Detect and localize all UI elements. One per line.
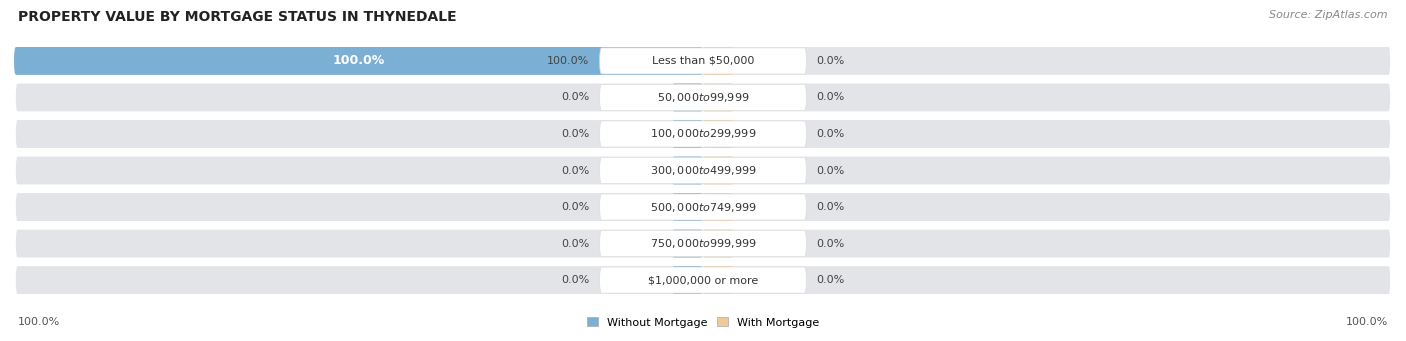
FancyBboxPatch shape	[14, 118, 1392, 150]
FancyBboxPatch shape	[599, 85, 807, 110]
FancyBboxPatch shape	[703, 47, 734, 75]
Text: 0.0%: 0.0%	[817, 239, 845, 249]
Legend: Without Mortgage, With Mortgage: Without Mortgage, With Mortgage	[582, 313, 824, 332]
Text: Less than $50,000: Less than $50,000	[652, 56, 754, 66]
FancyBboxPatch shape	[672, 266, 703, 294]
Text: 100.0%: 100.0%	[332, 55, 385, 68]
FancyBboxPatch shape	[703, 266, 734, 294]
FancyBboxPatch shape	[14, 82, 1392, 113]
FancyBboxPatch shape	[672, 120, 703, 148]
Text: 0.0%: 0.0%	[817, 129, 845, 139]
Text: 100.0%: 100.0%	[547, 56, 589, 66]
FancyBboxPatch shape	[703, 193, 734, 221]
FancyBboxPatch shape	[672, 84, 703, 112]
Text: 0.0%: 0.0%	[561, 92, 589, 102]
FancyBboxPatch shape	[672, 157, 703, 184]
Text: 0.0%: 0.0%	[561, 275, 589, 285]
Text: $50,000 to $99,999: $50,000 to $99,999	[657, 91, 749, 104]
FancyBboxPatch shape	[599, 267, 807, 293]
Text: $1,000,000 or more: $1,000,000 or more	[648, 275, 758, 285]
FancyBboxPatch shape	[14, 228, 1392, 259]
Text: 0.0%: 0.0%	[817, 56, 845, 66]
Text: 100.0%: 100.0%	[1346, 317, 1388, 327]
Text: 0.0%: 0.0%	[561, 202, 589, 212]
FancyBboxPatch shape	[14, 47, 703, 75]
FancyBboxPatch shape	[599, 48, 807, 74]
FancyBboxPatch shape	[14, 45, 1392, 77]
Text: 100.0%: 100.0%	[18, 317, 60, 327]
FancyBboxPatch shape	[672, 229, 703, 257]
FancyBboxPatch shape	[599, 121, 807, 147]
FancyBboxPatch shape	[703, 120, 734, 148]
Text: 0.0%: 0.0%	[561, 239, 589, 249]
Text: 0.0%: 0.0%	[817, 165, 845, 176]
Text: PROPERTY VALUE BY MORTGAGE STATUS IN THYNEDALE: PROPERTY VALUE BY MORTGAGE STATUS IN THY…	[18, 10, 457, 24]
Text: 0.0%: 0.0%	[817, 92, 845, 102]
FancyBboxPatch shape	[14, 191, 1392, 223]
Text: $300,000 to $499,999: $300,000 to $499,999	[650, 164, 756, 177]
FancyBboxPatch shape	[599, 158, 807, 183]
Text: 0.0%: 0.0%	[817, 202, 845, 212]
Text: 0.0%: 0.0%	[561, 165, 589, 176]
FancyBboxPatch shape	[703, 157, 734, 184]
FancyBboxPatch shape	[14, 264, 1392, 296]
Text: 0.0%: 0.0%	[817, 275, 845, 285]
Text: $500,000 to $749,999: $500,000 to $749,999	[650, 201, 756, 213]
FancyBboxPatch shape	[599, 231, 807, 256]
FancyBboxPatch shape	[672, 193, 703, 221]
FancyBboxPatch shape	[703, 229, 734, 257]
Text: 0.0%: 0.0%	[561, 129, 589, 139]
FancyBboxPatch shape	[703, 84, 734, 112]
FancyBboxPatch shape	[599, 194, 807, 220]
Text: Source: ZipAtlas.com: Source: ZipAtlas.com	[1270, 10, 1388, 20]
Text: $100,000 to $299,999: $100,000 to $299,999	[650, 128, 756, 140]
FancyBboxPatch shape	[14, 155, 1392, 186]
Text: $750,000 to $999,999: $750,000 to $999,999	[650, 237, 756, 250]
